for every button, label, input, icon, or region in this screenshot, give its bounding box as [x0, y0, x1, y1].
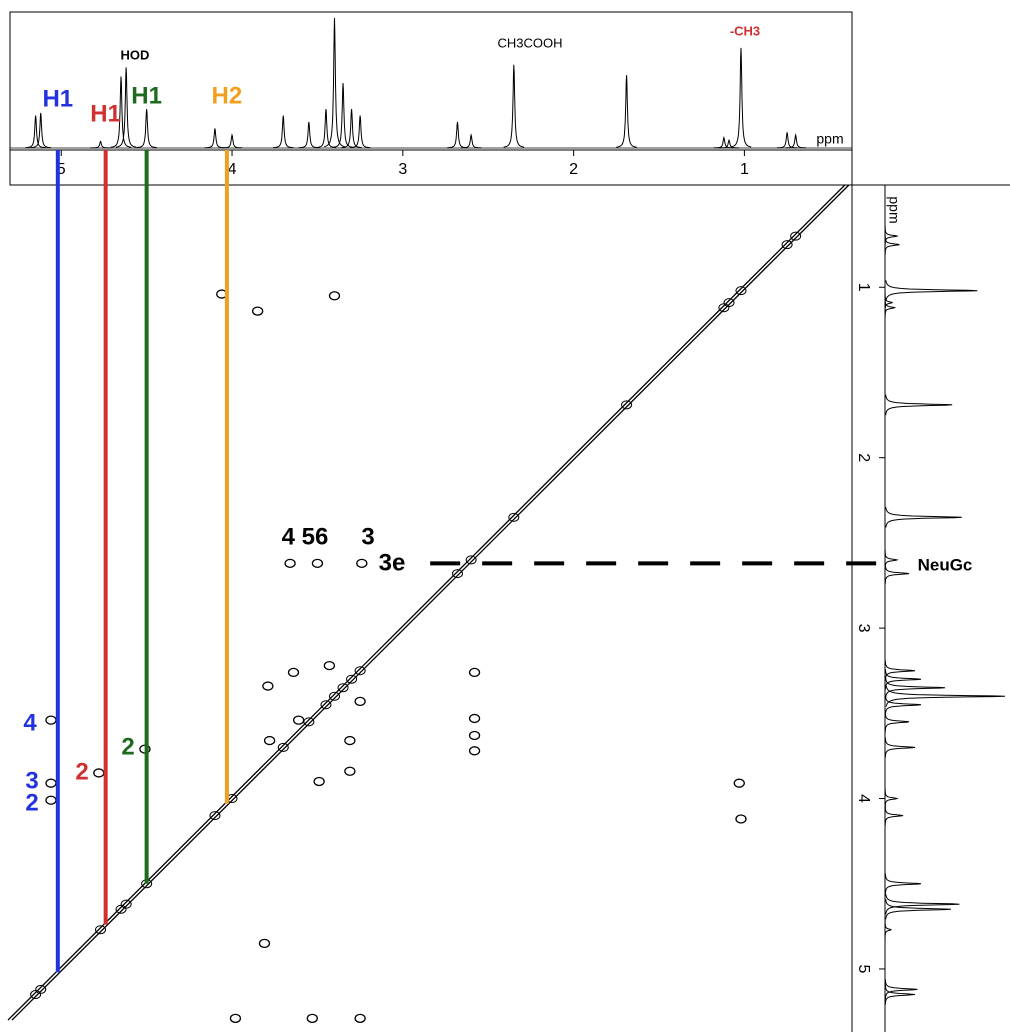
- cross-peak: [470, 731, 480, 739]
- x-tick-label: 1: [740, 161, 749, 178]
- annotation: 3: [361, 523, 374, 550]
- assignment-label: H2: [212, 82, 243, 109]
- side-peak: [885, 234, 899, 255]
- dashed-line-label: NeuGc: [918, 555, 973, 574]
- annotation: 3e: [379, 549, 406, 576]
- top-peak: [731, 48, 752, 147]
- side-peak: [885, 805, 903, 826]
- cross-peak: [330, 292, 340, 300]
- annotation: -CH3: [730, 23, 760, 38]
- top-peak: [205, 129, 226, 148]
- side-peak: [885, 788, 897, 808]
- cross-peak: [734, 779, 744, 787]
- x-tick-label: 3: [398, 161, 407, 178]
- cross-peak: [265, 737, 275, 745]
- y-tick-label: 1: [855, 283, 872, 292]
- annotation: 2: [25, 789, 38, 816]
- cross-peak: [312, 559, 322, 567]
- annotation: 4 56: [282, 523, 329, 550]
- cross-peak: [355, 697, 365, 705]
- cross-peak: [324, 662, 334, 670]
- cross-peak: [253, 307, 263, 315]
- cross-peak: [355, 1014, 365, 1022]
- y-tick-label: 2: [855, 453, 872, 462]
- top-peak: [461, 135, 482, 148]
- assignment-label: H1: [42, 85, 73, 112]
- cross-peak: [314, 777, 324, 785]
- cross-peak: [345, 767, 355, 775]
- side-peak: [885, 712, 909, 733]
- top-peak: [299, 122, 320, 148]
- x-tick-label: 2: [569, 161, 578, 178]
- cross-peak: [230, 1014, 240, 1022]
- side-peak: [885, 920, 891, 941]
- assignment-label: H1: [131, 82, 162, 109]
- cross-peak: [259, 939, 269, 947]
- cross-peak: [46, 779, 56, 787]
- top-peak: [447, 122, 468, 148]
- top-peak: [504, 65, 524, 147]
- top-peak: [222, 135, 243, 148]
- x-tick-label: 4: [228, 161, 237, 178]
- side-peak: [885, 874, 921, 895]
- cross-peak: [285, 559, 295, 567]
- cosy-spectrum: 54321ppm12345ppmH1H1H1H2 HOD CH3COOH -CH…: [0, 0, 1010, 1032]
- annotation: 4: [23, 709, 37, 736]
- cross-peak: [289, 668, 299, 676]
- cross-peak: [46, 796, 56, 804]
- cross-peak: [94, 769, 104, 777]
- cross-peak: [345, 737, 355, 745]
- y-tick-label: 3: [855, 624, 872, 633]
- x-axis-unit: ppm: [816, 131, 843, 147]
- side-peak: [886, 280, 978, 301]
- cross-peak: [736, 815, 746, 823]
- cross-peak: [307, 1014, 317, 1022]
- side-peak: [885, 737, 915, 757]
- cross-peak: [357, 559, 367, 567]
- cross-peak: [294, 716, 304, 724]
- annotation: CH3COOH: [497, 35, 562, 50]
- cross-peak: [470, 714, 480, 722]
- top-peak: [616, 75, 637, 147]
- top-peak: [90, 142, 111, 148]
- top-peak: [777, 132, 797, 147]
- cross-peak: [470, 747, 480, 755]
- side-peak: [886, 395, 953, 416]
- side-peak: [885, 550, 897, 571]
- diagonal: [12, 185, 849, 1020]
- assignment-label: H1: [90, 100, 121, 127]
- annotation: 2: [121, 733, 134, 760]
- annotation: HOD: [121, 47, 150, 62]
- top-peak: [273, 116, 294, 148]
- y-tick-label: 5: [855, 964, 872, 973]
- annotation: 2: [75, 758, 88, 785]
- cross-peak: [470, 668, 480, 676]
- y-tick-label: 4: [855, 794, 872, 803]
- cross-peak: [263, 682, 273, 690]
- cross-peak: [46, 716, 56, 724]
- y-axis-unit: ppm: [886, 196, 902, 223]
- side-peak: [885, 563, 909, 584]
- diagonal: [8, 185, 845, 1020]
- side-peak: [886, 507, 962, 527]
- top-peak: [136, 109, 157, 148]
